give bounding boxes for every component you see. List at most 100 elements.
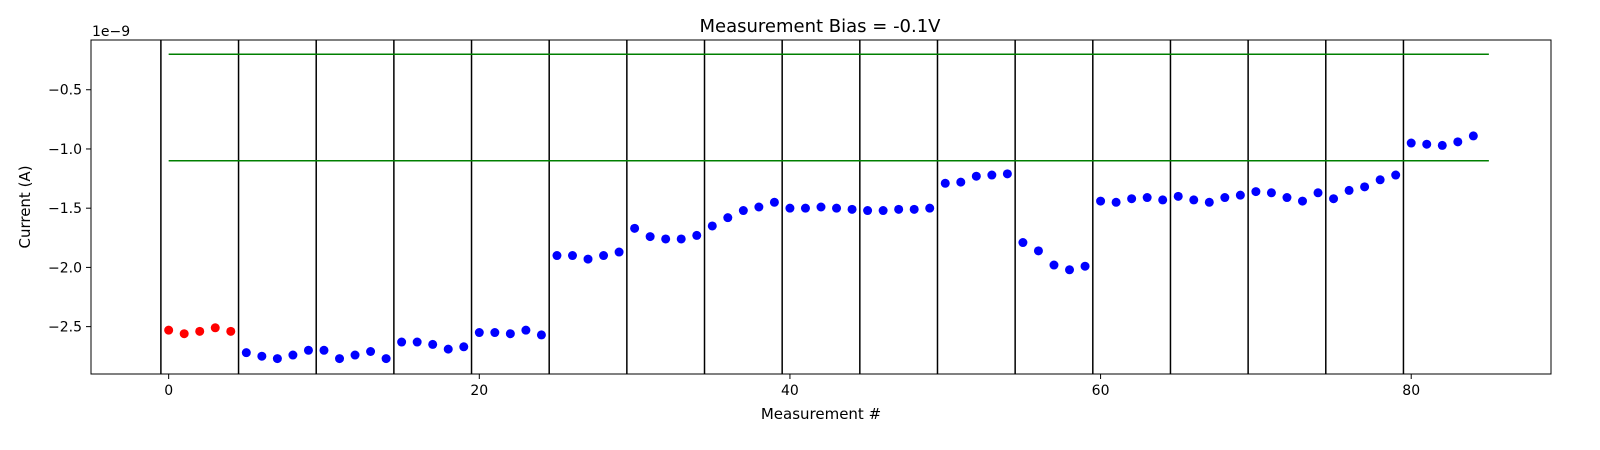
y-scale-label: 1e−9 — [92, 24, 130, 40]
data-point — [754, 202, 764, 212]
data-point — [661, 234, 671, 244]
data-point — [210, 323, 220, 333]
data-point — [1065, 265, 1075, 275]
x-tick-label: 0 — [164, 383, 173, 399]
data-point — [630, 223, 640, 233]
data-point — [1158, 195, 1168, 205]
data-point — [940, 178, 950, 188]
data-point — [832, 203, 842, 213]
data-point — [1266, 188, 1276, 198]
y-tick-label: −2.0 — [48, 260, 82, 276]
x-tick-label: 40 — [781, 383, 799, 399]
data-point — [1468, 131, 1478, 141]
data-point — [459, 342, 469, 352]
chart-title: Measurement Bias = -0.1V — [699, 16, 941, 37]
data-point — [397, 337, 407, 347]
data-point — [925, 203, 935, 213]
data-point — [164, 325, 174, 335]
data-point — [179, 329, 189, 339]
data-point — [723, 213, 733, 223]
data-point — [1189, 195, 1199, 205]
data-point — [1329, 194, 1339, 204]
data-point — [1344, 185, 1354, 195]
y-tick-label: −2.5 — [48, 320, 82, 336]
data-point — [474, 328, 484, 338]
data-point — [1111, 197, 1121, 207]
x-tick-label: 80 — [1402, 383, 1420, 399]
data-point — [599, 251, 609, 261]
y-tick-label: −0.5 — [48, 83, 82, 99]
data-point — [1096, 196, 1106, 206]
data-point — [335, 354, 345, 364]
data-point — [1127, 194, 1137, 204]
data-point — [350, 350, 360, 360]
data-point — [1002, 169, 1012, 179]
data-point — [319, 345, 329, 355]
y-tick-label: −1.5 — [48, 201, 82, 217]
data-point — [1282, 193, 1292, 203]
data-point — [1453, 137, 1463, 147]
data-point — [971, 171, 981, 181]
data-point — [241, 348, 251, 358]
data-point — [443, 344, 453, 354]
data-point — [707, 221, 717, 231]
data-point — [738, 206, 748, 216]
plot-frame — [90, 39, 1552, 375]
data-point — [1049, 260, 1059, 270]
data-point — [863, 206, 873, 216]
data-point — [785, 203, 795, 213]
data-point — [552, 251, 562, 261]
data-point — [288, 350, 298, 360]
data-point — [645, 232, 655, 242]
plot-area — [160, 40, 1489, 374]
data-point — [1297, 196, 1307, 206]
data-point — [1080, 261, 1090, 271]
data-point — [490, 328, 500, 338]
data-point — [1313, 188, 1323, 198]
x-tick-label: 60 — [1092, 383, 1110, 399]
data-point — [816, 202, 826, 212]
data-point — [195, 326, 205, 336]
data-point — [381, 354, 391, 364]
data-point — [692, 230, 702, 240]
data-point — [1251, 187, 1261, 197]
data-point — [956, 177, 966, 187]
data-point — [428, 339, 438, 349]
data-point — [567, 251, 577, 261]
data-point — [987, 170, 997, 180]
data-point — [1235, 190, 1245, 200]
data-point — [366, 346, 376, 356]
data-point — [303, 345, 313, 355]
data-point — [1360, 182, 1370, 192]
data-point — [676, 234, 686, 244]
data-point — [1375, 175, 1385, 185]
data-point — [769, 197, 779, 207]
data-point — [583, 254, 593, 264]
data-point — [1142, 193, 1152, 203]
y-axis-title: Current (A) — [16, 165, 34, 248]
data-point — [1033, 246, 1043, 256]
data-point — [257, 351, 267, 361]
data-point — [894, 204, 904, 214]
data-point — [272, 354, 282, 364]
data-point — [1204, 197, 1214, 207]
data-point — [226, 326, 236, 336]
data-point — [614, 247, 624, 257]
data-point — [800, 203, 810, 213]
data-point — [1220, 193, 1230, 203]
data-point — [1018, 238, 1028, 248]
data-point — [1391, 170, 1401, 180]
data-point — [536, 330, 546, 340]
data-point — [847, 204, 857, 214]
data-point — [1437, 140, 1447, 150]
data-point — [505, 329, 515, 339]
data-point — [878, 206, 888, 216]
data-point — [412, 337, 422, 347]
y-tick-label: −1.0 — [48, 142, 82, 158]
data-point — [1422, 139, 1432, 149]
x-tick-label: 20 — [470, 383, 488, 399]
data-point — [521, 325, 531, 335]
data-point — [909, 204, 919, 214]
x-axis-title: Measurement # — [761, 405, 881, 423]
